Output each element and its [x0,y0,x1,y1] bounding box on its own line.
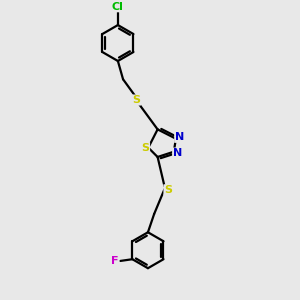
Text: S: S [142,143,149,153]
Text: F: F [111,256,119,266]
Text: S: S [164,185,172,195]
Text: S: S [133,95,140,105]
Text: N: N [173,148,182,158]
Text: N: N [175,132,184,142]
Text: Cl: Cl [112,2,124,12]
